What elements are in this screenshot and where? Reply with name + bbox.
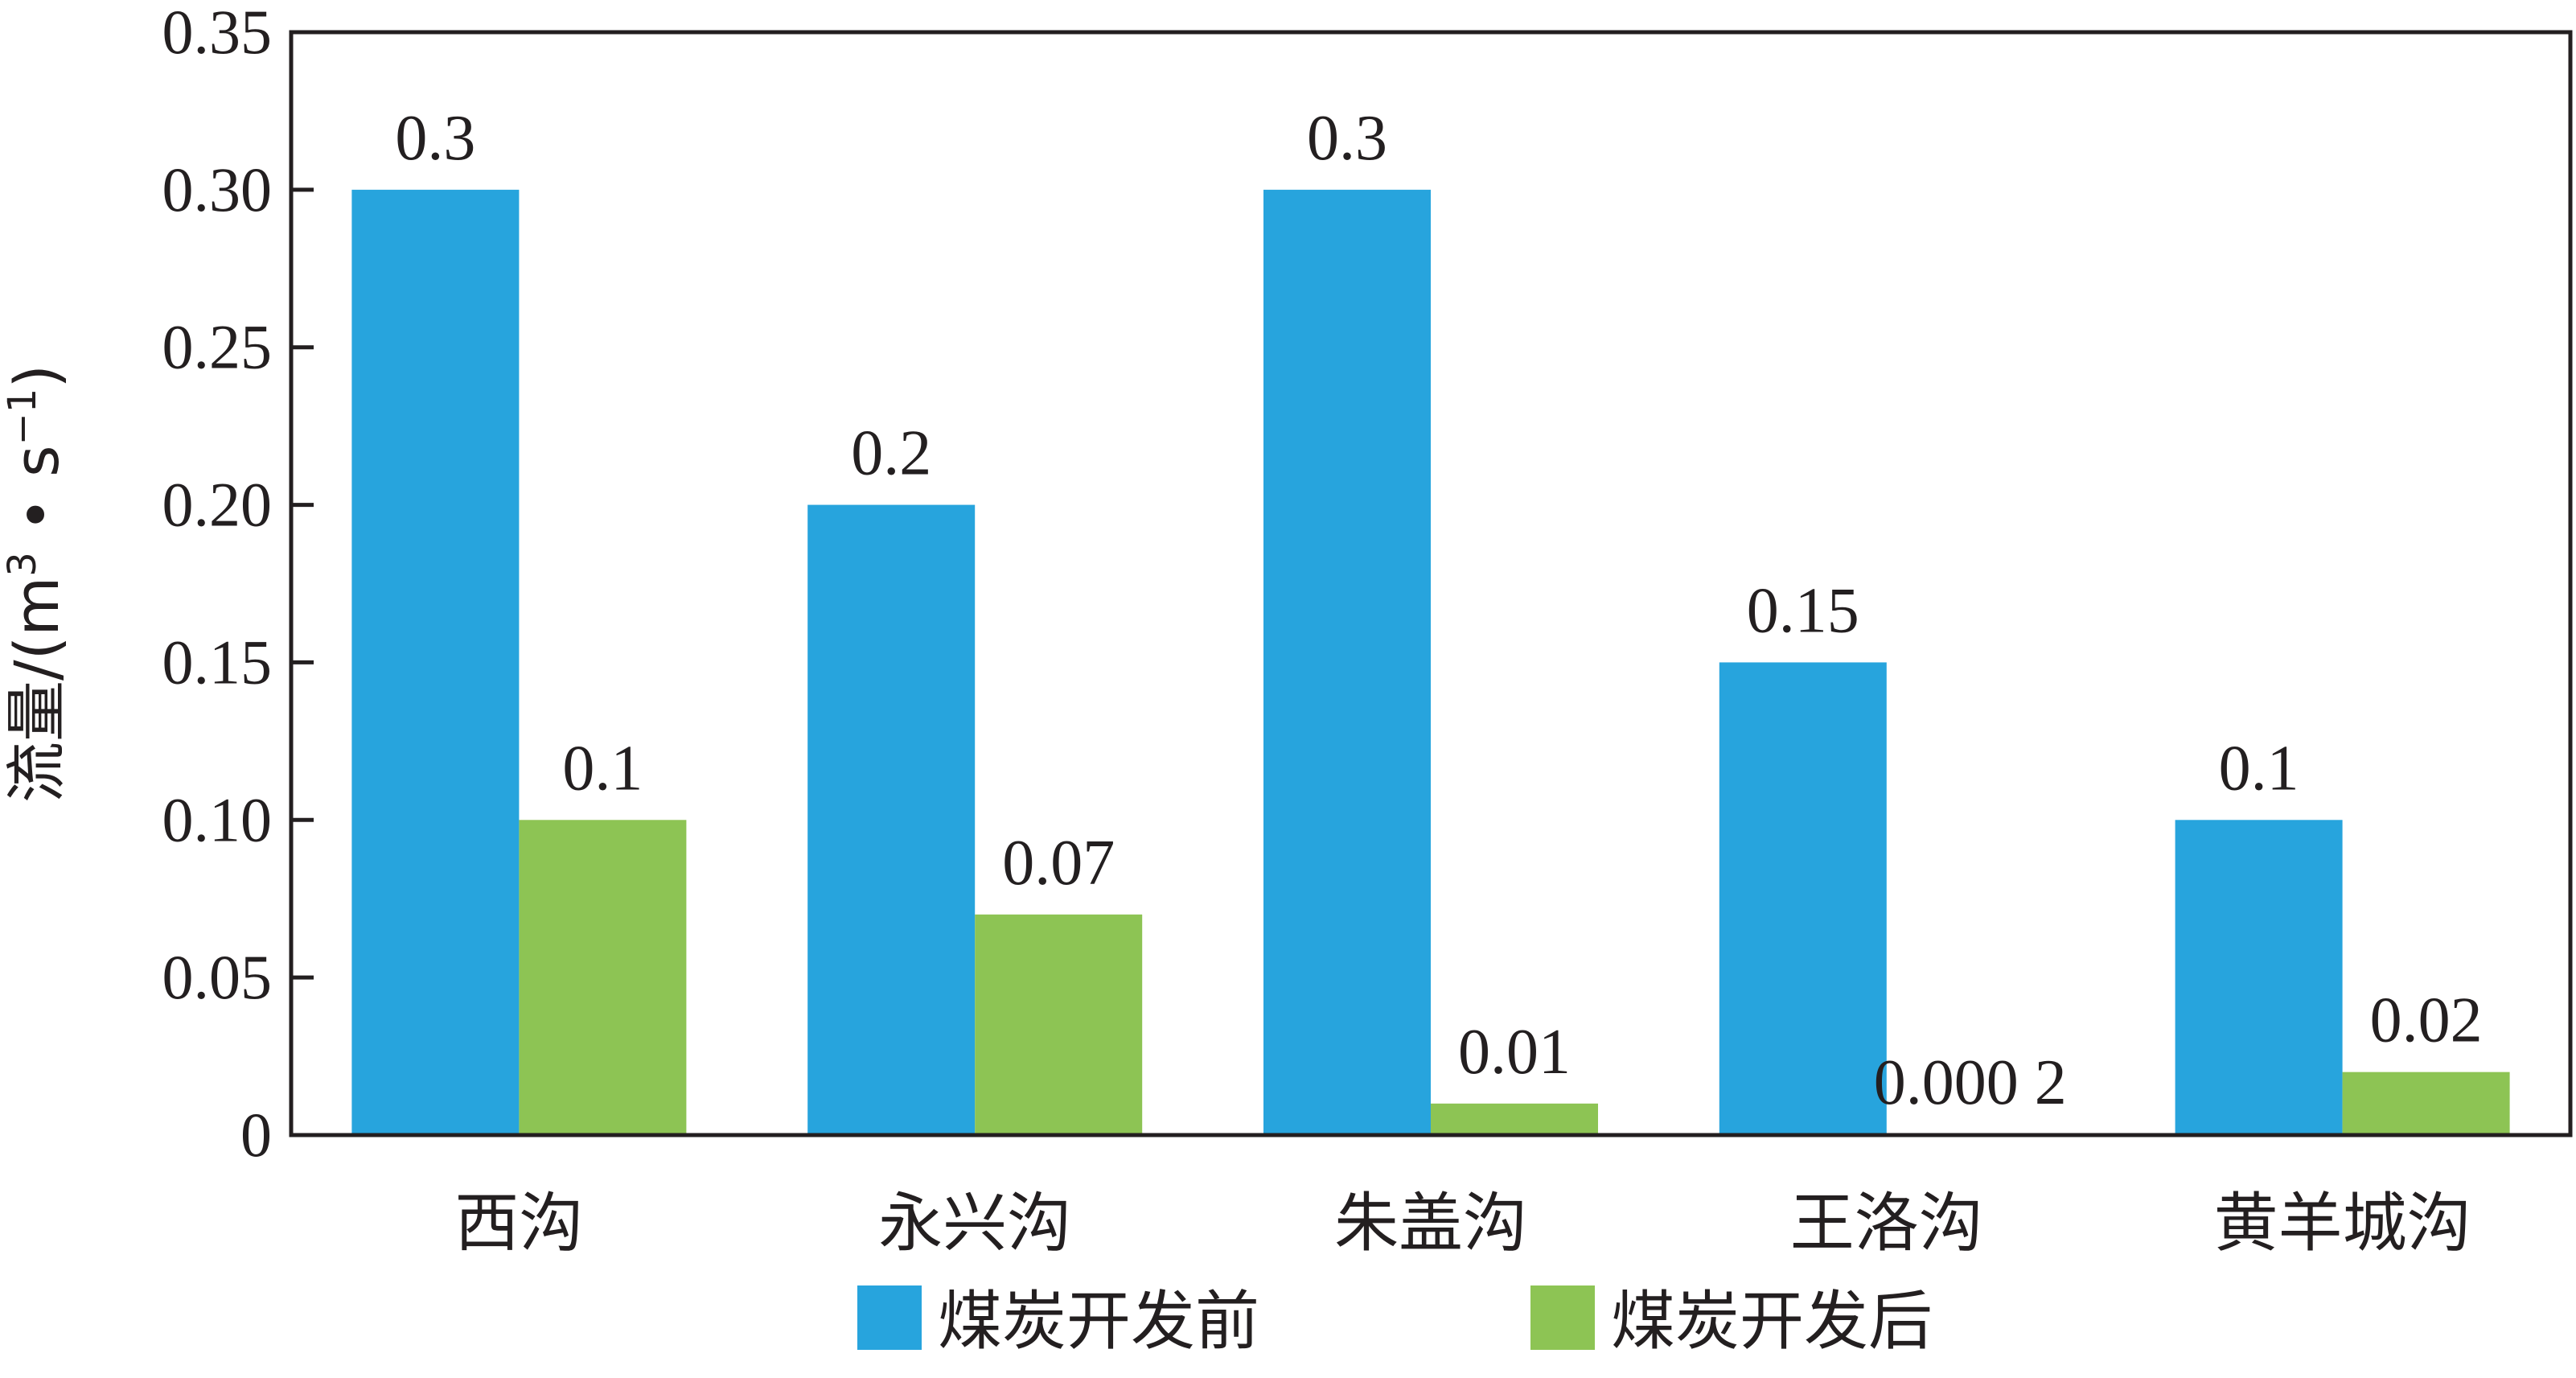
bar (807, 504, 976, 1135)
category-label: 黄羊城沟 (2214, 1186, 2471, 1261)
y-tick-label: 0.35 (162, 0, 273, 67)
category-label: 王洛沟 (1790, 1186, 1983, 1261)
data-label: 0.3 (395, 103, 475, 174)
y-tick-label: 0.15 (162, 627, 273, 697)
category-label: 西沟 (454, 1186, 583, 1261)
legend-label: 煤炭开发后 (1611, 1284, 1933, 1359)
bar (2175, 820, 2343, 1135)
data-label: 0.02 (2370, 985, 2483, 1056)
data-label: 0.2 (851, 418, 931, 489)
legend: 煤炭开发前 煤炭开发后 (857, 1284, 1933, 1359)
bars (351, 189, 2510, 1135)
bar (1431, 1103, 1598, 1135)
legend-label: 煤炭开发前 (938, 1284, 1259, 1359)
data-labels: 0.3 0.1 0.2 0.07 0.3 0.01 0.15 0.000 2 0.1 0.02 (395, 103, 2482, 1118)
x-axis-category-labels: 西沟 永兴沟 朱盖沟 王洛沟 黄羊城沟 (454, 1186, 2471, 1261)
y-tick-label: 0.10 (162, 784, 273, 854)
plot-frame (289, 30, 2573, 1137)
y-tick-label: 0.30 (162, 154, 273, 224)
data-label: 0.01 (1458, 1017, 1571, 1088)
bar (351, 189, 520, 1135)
bar (1719, 662, 1887, 1135)
data-label: 0.07 (1002, 828, 1115, 899)
y-axis-title: 流量/(m3 • s−1) (0, 364, 72, 803)
data-label: 0.15 (1747, 575, 1859, 646)
bar (519, 820, 687, 1135)
legend-swatch (857, 1285, 922, 1350)
y-tick-label: 0.05 (162, 942, 273, 1012)
y-tick-label: 0.20 (162, 470, 273, 540)
y-axis-ticks: 0 0.05 0.10 0.15 0.20 0.25 0.30 0.35 (162, 0, 314, 1170)
data-label: 0.000 2 (1874, 1047, 2067, 1118)
bar (2342, 1072, 2510, 1135)
data-label: 0.1 (2219, 733, 2299, 804)
bar (975, 914, 1143, 1135)
y-tick-label: 0 (240, 1100, 272, 1170)
bar (1263, 189, 1431, 1135)
legend-swatch (1530, 1285, 1595, 1350)
category-label: 永兴沟 (878, 1186, 1071, 1261)
category-label: 朱盖沟 (1334, 1186, 1527, 1261)
data-label: 0.1 (562, 733, 643, 804)
y-tick-label: 0.25 (162, 312, 273, 382)
data-label: 0.3 (1307, 103, 1387, 174)
